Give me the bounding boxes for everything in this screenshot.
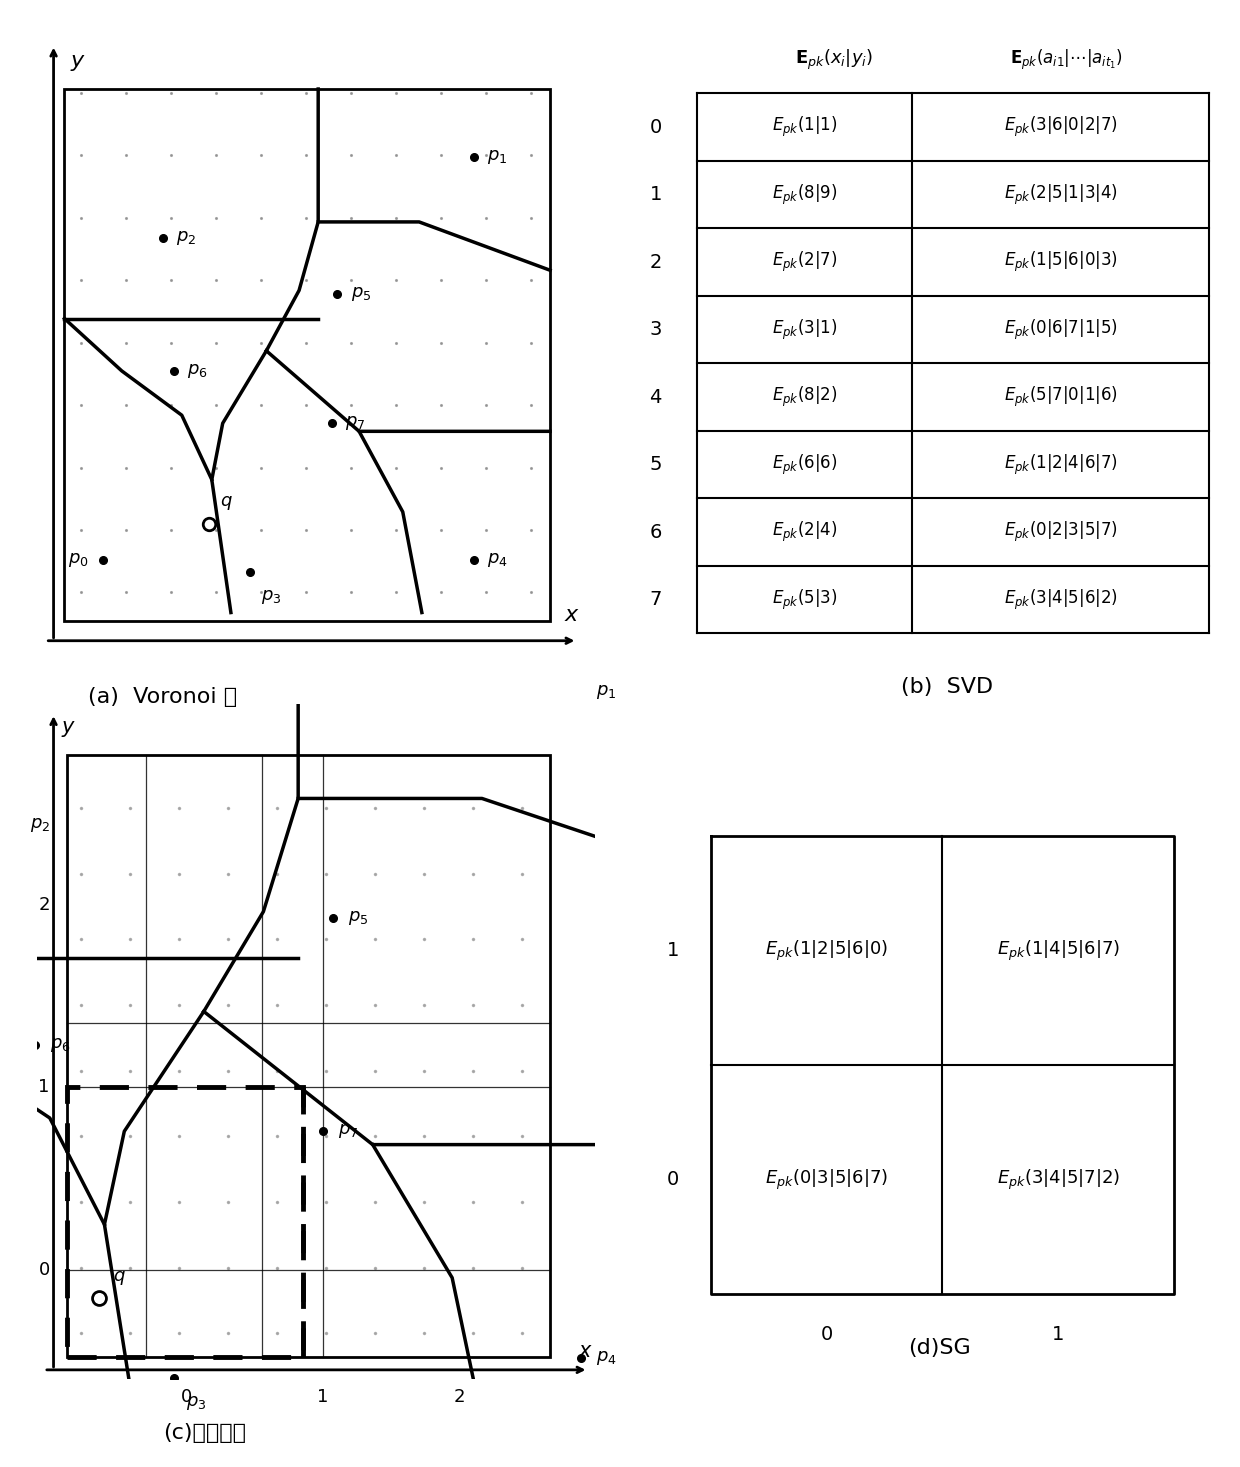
Text: (b)  SVD: (b) SVD xyxy=(901,678,993,697)
Text: (a)  Voronoi 图: (a) Voronoi 图 xyxy=(88,687,237,707)
Text: $E_{pk}(2|4)$: $E_{pk}(2|4)$ xyxy=(773,519,837,544)
Text: $p_7$: $p_7$ xyxy=(339,1122,358,1140)
Text: 1: 1 xyxy=(317,1388,329,1405)
Text: $x$: $x$ xyxy=(564,604,580,625)
Text: 3: 3 xyxy=(650,320,662,339)
Text: 1: 1 xyxy=(667,942,680,959)
Text: $E_{pk}(6|6)$: $E_{pk}(6|6)$ xyxy=(773,452,837,477)
Text: $E_{pk}(0|2|3|5|7)$: $E_{pk}(0|2|3|5|7)$ xyxy=(1004,519,1117,544)
Text: $p_1$: $p_1$ xyxy=(596,684,616,701)
Text: $p_1$: $p_1$ xyxy=(487,148,507,166)
Text: (d)SG: (d)SG xyxy=(909,1338,971,1358)
Text: $E_{pk}(3|4|5|7|2)$: $E_{pk}(3|4|5|7|2)$ xyxy=(997,1168,1120,1191)
Text: $E_{pk}(1|2|4|6|7)$: $E_{pk}(1|2|4|6|7)$ xyxy=(1004,452,1117,477)
Text: $p_6$: $p_6$ xyxy=(50,1036,71,1053)
Text: $E_{pk}(1|5|6|0|3)$: $E_{pk}(1|5|6|0|3)$ xyxy=(1004,249,1117,274)
Text: $E_{pk}(1|1)$: $E_{pk}(1|1)$ xyxy=(773,114,837,139)
Text: $q$: $q$ xyxy=(113,1269,125,1287)
Text: 1: 1 xyxy=(1053,1326,1065,1344)
Text: $\mathbf{E}_{pk}(x_i|y_i)$: $\mathbf{E}_{pk}(x_i|y_i)$ xyxy=(795,47,873,72)
Text: $p_4$: $p_4$ xyxy=(596,1348,618,1367)
Text: 2: 2 xyxy=(650,252,662,271)
Text: $E_{pk}(3|4|5|6|2)$: $E_{pk}(3|4|5|6|2)$ xyxy=(1004,587,1117,612)
Text: $E_{pk}(3|1)$: $E_{pk}(3|1)$ xyxy=(773,317,837,342)
Text: 0: 0 xyxy=(650,117,662,136)
Bar xyxy=(67,756,551,1357)
Text: $p_0$: $p_0$ xyxy=(68,552,89,569)
Text: 0: 0 xyxy=(181,1388,192,1405)
Text: $p_5$: $p_5$ xyxy=(348,910,368,927)
Text: $p_3$: $p_3$ xyxy=(186,1394,206,1411)
Text: $E_{pk}(8|2)$: $E_{pk}(8|2)$ xyxy=(773,384,837,409)
Text: $q$: $q$ xyxy=(219,494,233,512)
Text: $p_5$: $p_5$ xyxy=(351,286,371,304)
Bar xyxy=(67,1087,303,1357)
Text: 1: 1 xyxy=(650,185,662,204)
Text: $E_{pk}(8|9)$: $E_{pk}(8|9)$ xyxy=(773,182,837,207)
Text: $p_7$: $p_7$ xyxy=(346,414,366,433)
Text: $E_{pk}(1|4|5|6|7)$: $E_{pk}(1|4|5|6|7)$ xyxy=(997,939,1120,962)
Text: (c)网格划分: (c)网格划分 xyxy=(164,1423,246,1444)
Text: $p_6$: $p_6$ xyxy=(187,362,208,380)
Text: $E_{pk}(3|6|0|2|7)$: $E_{pk}(3|6|0|2|7)$ xyxy=(1004,114,1117,139)
Text: $E_{pk}(2|7)$: $E_{pk}(2|7)$ xyxy=(773,249,837,274)
Text: $y$: $y$ xyxy=(71,53,86,73)
Text: $E_{pk}(5|3)$: $E_{pk}(5|3)$ xyxy=(773,587,837,612)
Text: 4: 4 xyxy=(650,387,662,406)
Text: $E_{pk}(0|6|7|1|5)$: $E_{pk}(0|6|7|1|5)$ xyxy=(1004,317,1117,342)
Text: 0: 0 xyxy=(667,1171,680,1188)
Text: 5: 5 xyxy=(650,455,662,474)
Text: $p_2$: $p_2$ xyxy=(30,816,50,835)
Text: 6: 6 xyxy=(650,522,662,541)
Text: $\mathbf{E}_{pk}(a_{i1}|\cdots|a_{it_1})$: $\mathbf{E}_{pk}(a_{i1}|\cdots|a_{it_1})… xyxy=(1009,47,1123,72)
Text: $E_{pk}(0|3|5|6|7)$: $E_{pk}(0|3|5|6|7)$ xyxy=(765,1168,888,1191)
Text: 2: 2 xyxy=(454,1388,465,1405)
Text: $p_4$: $p_4$ xyxy=(487,552,508,569)
Text: $p_2$: $p_2$ xyxy=(176,229,197,246)
Text: $p_3$: $p_3$ xyxy=(260,588,281,606)
Text: 0: 0 xyxy=(821,1326,832,1344)
Text: $E_{pk}(2|5|1|3|4)$: $E_{pk}(2|5|1|3|4)$ xyxy=(1004,182,1117,207)
Bar xyxy=(64,89,551,621)
Text: 0: 0 xyxy=(38,1260,50,1279)
Text: $y$: $y$ xyxy=(61,719,76,739)
Text: 7: 7 xyxy=(650,590,662,609)
Text: 1: 1 xyxy=(38,1078,50,1096)
Text: $E_{pk}(1|2|5|6|0)$: $E_{pk}(1|2|5|6|0)$ xyxy=(765,939,888,962)
Text: $x$: $x$ xyxy=(578,1341,593,1361)
Text: $E_{pk}(5|7|0|1|6)$: $E_{pk}(5|7|0|1|6)$ xyxy=(1004,384,1117,409)
Text: 2: 2 xyxy=(38,896,50,914)
